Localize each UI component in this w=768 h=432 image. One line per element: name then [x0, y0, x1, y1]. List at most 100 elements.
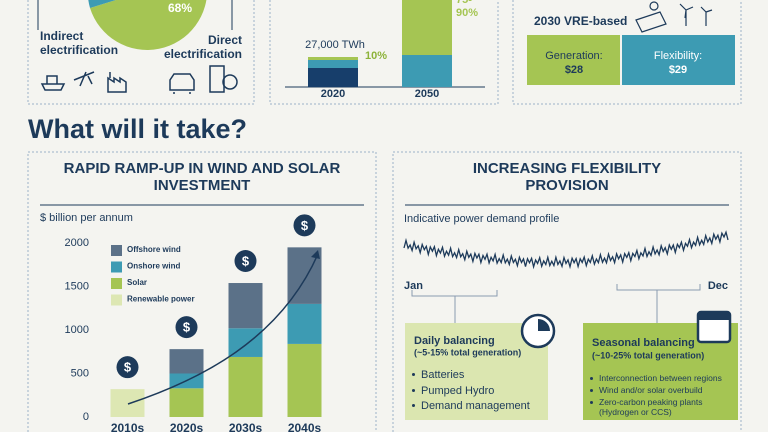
- bar: [169, 388, 204, 417]
- bullet: [590, 377, 593, 380]
- cost-value: $29: [669, 64, 687, 76]
- bracket: [411, 290, 498, 323]
- legend-label: Solar: [127, 278, 147, 287]
- calendar-icon: [698, 312, 730, 320]
- y-tick-label: 2000: [65, 237, 89, 249]
- list-item: Zero-carbon peaking plants (Hydrogen or …: [590, 397, 730, 417]
- bullet: [590, 389, 593, 392]
- legend-swatch: [111, 294, 122, 306]
- cost-box: [527, 35, 620, 85]
- legend-label: Renewable power: [127, 295, 195, 304]
- cost-label: Flexibility:: [654, 50, 702, 62]
- dollar-symbol: $: [124, 360, 132, 375]
- bar: [228, 283, 263, 329]
- year-label: 2050: [415, 88, 439, 100]
- list-text: Demand management: [421, 400, 530, 412]
- list-text: Zero-carbon peaking plants (Hydrogen or …: [599, 397, 703, 417]
- bar: [110, 389, 145, 417]
- list-item: Demand management: [412, 400, 530, 414]
- y-tick-label: 1000: [65, 324, 89, 336]
- list-text: Batteries: [421, 369, 465, 381]
- bar-shape: [402, 55, 452, 87]
- box-share: (~10-25% total generation): [592, 350, 704, 360]
- box-title: Daily balancing: [414, 335, 495, 347]
- pie-label: 68%: [168, 1, 192, 15]
- list-item: Pumped Hydro: [412, 385, 530, 399]
- legend-swatch: [111, 245, 122, 256]
- y-tick-label: 1500: [65, 280, 89, 292]
- bullet: [590, 401, 593, 404]
- list-text: Interconnection between regions: [599, 373, 722, 383]
- y-tick-label: 0: [83, 411, 89, 423]
- bar-shape: [402, 0, 452, 55]
- x-tick-label: 2010s: [111, 421, 145, 432]
- heading: What will it take?: [28, 114, 247, 144]
- dollar-icon: [293, 214, 316, 237]
- y-axis-title: $ billion per annum: [40, 212, 133, 224]
- pie-caption: Direct electrification: [163, 33, 242, 61]
- profile-label: Indicative power demand profile: [404, 213, 559, 225]
- list-text: Pumped Hydro: [421, 384, 495, 397]
- list-item: Interconnection between regions: [590, 373, 730, 383]
- box-title: Seasonal balancing: [592, 337, 695, 349]
- profile-start: Jan: [404, 280, 423, 292]
- list-text: Wind and/or solar overbuild: [599, 385, 703, 395]
- icons: [40, 65, 238, 94]
- cost-title: 2030 VRE-based: [534, 14, 627, 28]
- legend-label: Offshore wind: [127, 245, 181, 254]
- legend-swatch: [111, 278, 122, 289]
- box-share: (~5-15% total generation): [414, 347, 521, 357]
- dollar-icon: [175, 316, 198, 339]
- y-tick-label: 500: [71, 367, 89, 379]
- profile-end: Dec: [708, 280, 728, 292]
- bar-shape: [308, 68, 358, 87]
- bullet: [412, 404, 415, 407]
- dollar-symbol: $: [183, 320, 191, 335]
- year-label: 2020: [321, 88, 345, 100]
- x-tick-label: 2030s: [229, 421, 263, 432]
- bar: [228, 328, 263, 357]
- panel: [269, 0, 499, 105]
- panel-title: INCREASING FLEXIBILITY PROVISION: [472, 160, 662, 195]
- dollar-symbol: $: [301, 218, 309, 233]
- pie-slice: [90, 0, 207, 50]
- demand-profile: [403, 230, 729, 270]
- trend-arrowhead: [311, 250, 320, 259]
- pie-caption: Indirect electrification: [40, 29, 119, 57]
- seasonal-list: Interconnection between regions Wind and/…: [590, 373, 730, 419]
- bar-label: 27,000 TWh: [305, 39, 365, 51]
- cost-label: Generation:: [545, 50, 602, 62]
- bar-shape: [308, 57, 358, 60]
- dollar-icon: [116, 356, 139, 379]
- x-tick-label: 2040s: [288, 421, 322, 432]
- bar-shape: [308, 60, 358, 68]
- bar-label: 10%: [365, 50, 387, 62]
- list-item: Batteries: [412, 369, 530, 383]
- bar-label: 75-90%: [456, 0, 479, 19]
- list-item: Wind and/or solar overbuild: [590, 385, 730, 395]
- panel: [27, 151, 377, 432]
- panel: [392, 151, 742, 432]
- dollar-symbol: $: [242, 253, 250, 268]
- bar: [287, 343, 322, 417]
- dollar-icon: [234, 250, 257, 273]
- bullet: [412, 388, 415, 392]
- trend-arrow: [127, 253, 319, 405]
- daily-list: Batteries Pumped Hydro Demand management: [412, 369, 530, 416]
- cost-value: $28: [565, 64, 583, 76]
- bar: [287, 303, 322, 344]
- bar: [228, 356, 263, 417]
- x-tick-label: 2020s: [170, 421, 204, 432]
- icons: [635, 1, 713, 33]
- clock-icon: [538, 319, 550, 331]
- cost-box: [622, 35, 735, 85]
- pie-slice: [88, 0, 116, 8]
- bracket: [616, 284, 701, 323]
- bar: [169, 349, 204, 374]
- bullet: [412, 373, 415, 376]
- panel: [512, 0, 742, 105]
- chart-title: RAPID RAMP-UP IN WIND AND SOLAR INVESTME…: [63, 160, 341, 195]
- panel: [27, 0, 255, 105]
- legend-swatch: [111, 261, 122, 273]
